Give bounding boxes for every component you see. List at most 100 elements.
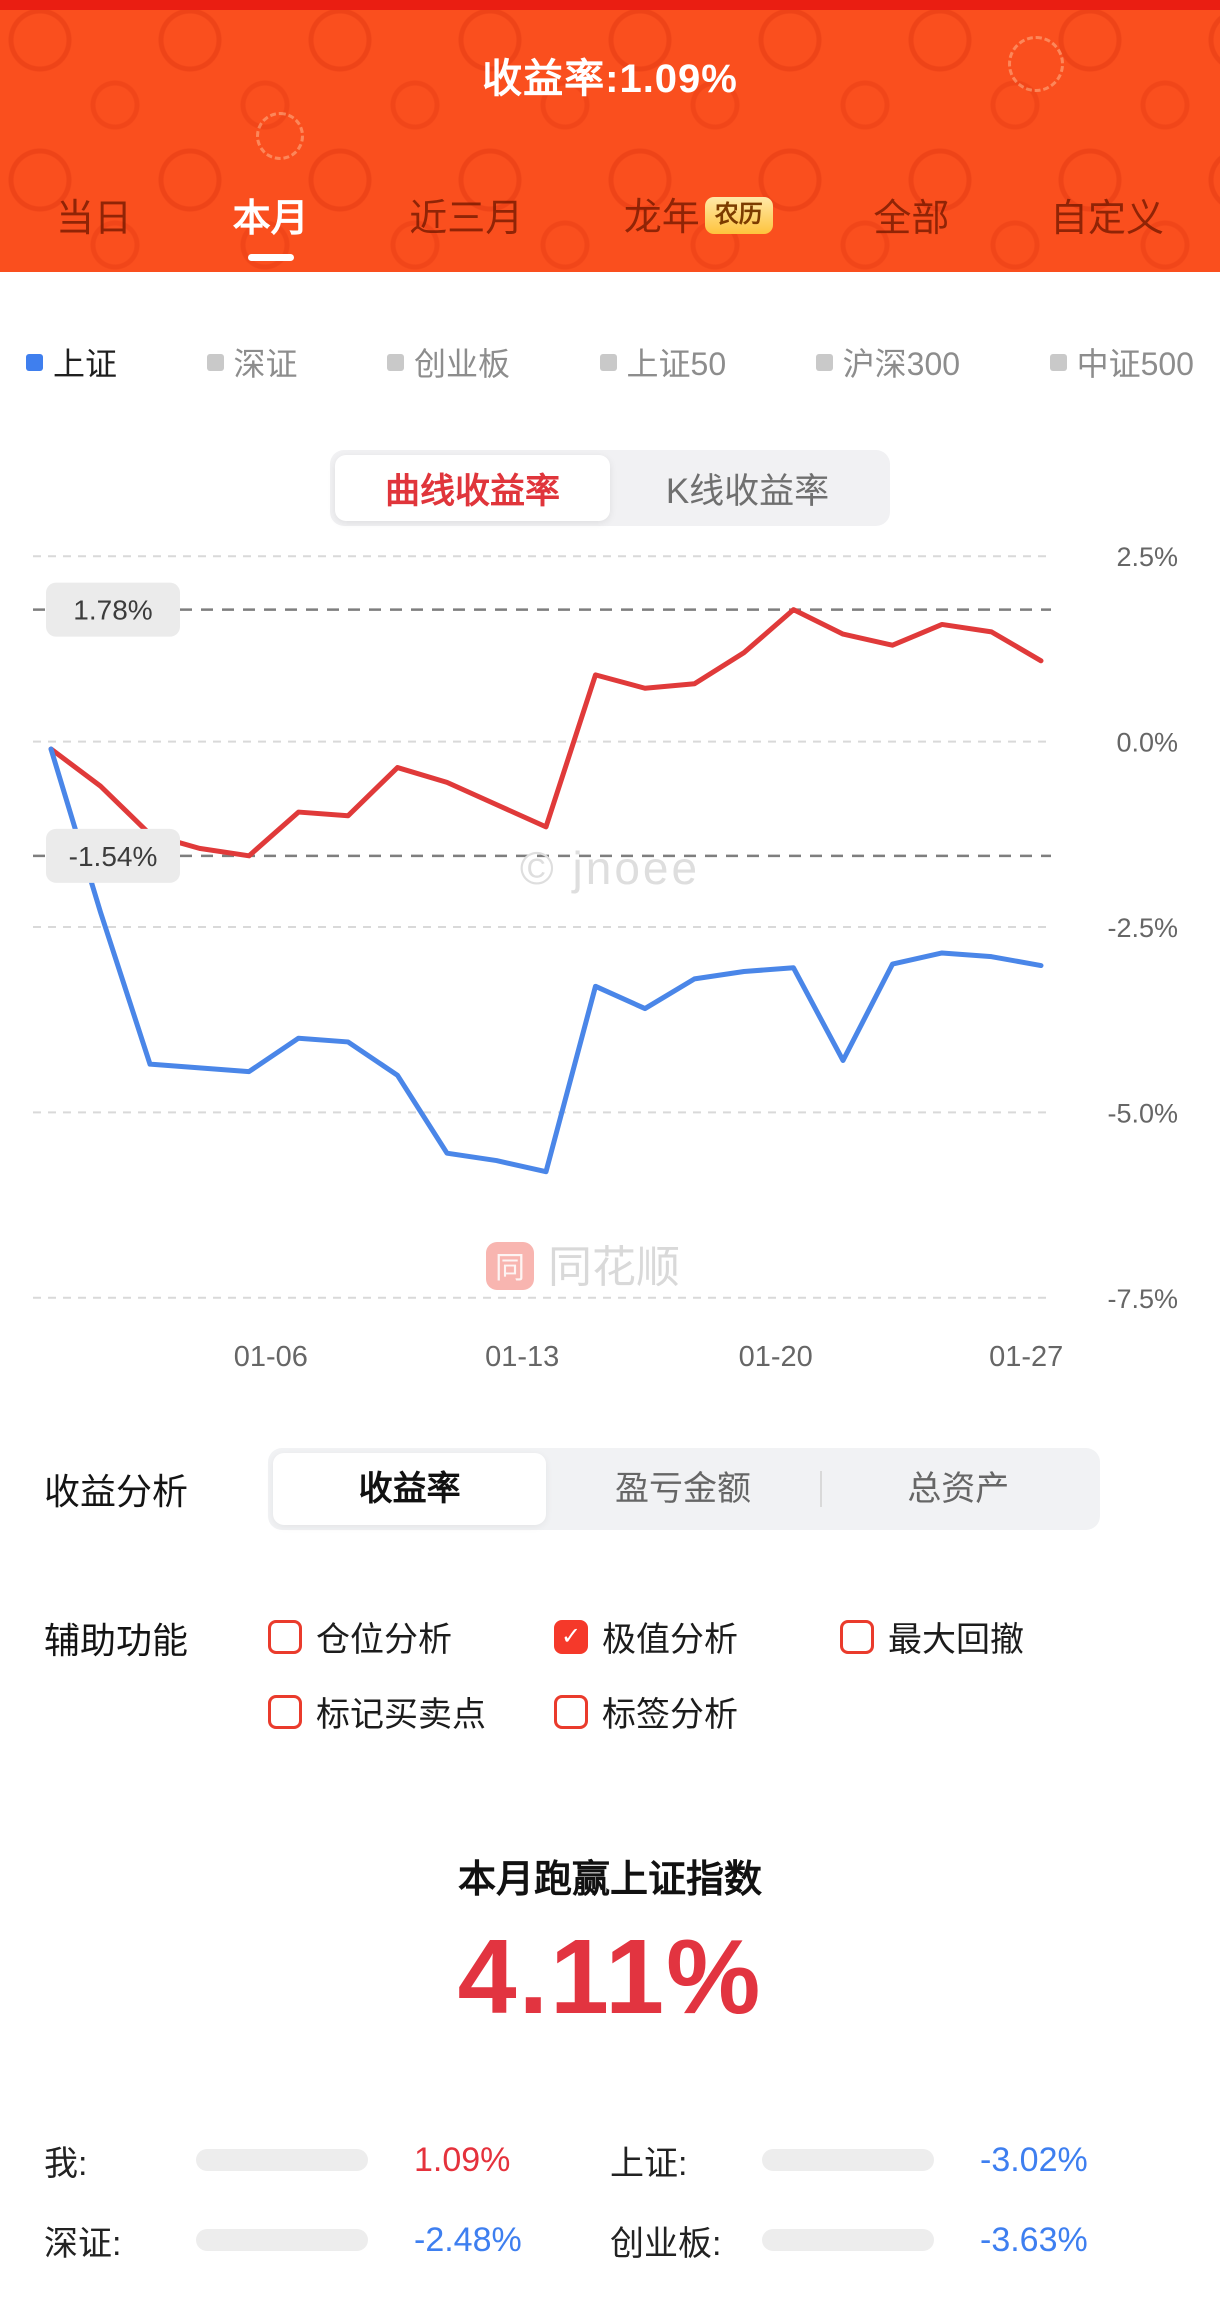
stat-value: 1.09% (414, 2140, 511, 2179)
tab-label: 本月 (232, 198, 309, 240)
option-label: 标记买卖点 (316, 1696, 486, 1734)
checkbox-icon[interactable] (268, 1619, 302, 1654)
legend-swatch-icon (206, 353, 224, 371)
option-extreme-value-analysis[interactable]: 极值分析 (554, 1612, 840, 1661)
legend-swatch-icon (26, 353, 43, 371)
returns-line-chart: 2.5% 0.0% -2.5% -5.0% -7.5% © jnoee 同 同花顺 1.78% -… (33, 542, 1178, 1373)
legend-label: 沪深300 (842, 346, 961, 382)
toggle-curve-return[interactable]: 曲线收益率 (335, 455, 610, 521)
legend-label: 中证500 (1076, 346, 1194, 382)
legend-swatch-icon (1049, 353, 1067, 371)
legend-swatch-icon (815, 353, 833, 371)
svg-text:01-06: 01-06 (234, 1341, 308, 1373)
stat-value: -2.48% (414, 2220, 522, 2259)
svg-text:01-13: 01-13 (485, 1341, 559, 1373)
stat-bar (762, 2229, 934, 2251)
svg-text:© jnoee: © jnoee (520, 842, 700, 894)
svg-text:-7.5%: -7.5% (1107, 1284, 1178, 1314)
tab-underline (888, 254, 934, 261)
comparison-stats: 我: 1.09% 上证: -3.02% 深证: -2.48% 创业板: -3.6… (0, 2134, 1220, 2266)
stat-bar (762, 2149, 934, 2171)
stat-chinext: 创业板: -3.63% (610, 2214, 1176, 2266)
analysis-tabs: 收益率 盈亏金额 总资产 (268, 1448, 1100, 1530)
analysis-row: 收益分析 收益率 盈亏金额 总资产 (0, 1448, 1220, 1530)
stat-value: -3.02% (980, 2140, 1088, 2179)
svg-text:同花顺: 同花顺 (548, 1243, 680, 1292)
legend-item-szse[interactable]: 深证 (206, 339, 298, 385)
aux-section-label: 辅助功能 (44, 1620, 189, 1661)
svg-text:1.78%: 1.78% (73, 595, 152, 626)
tab-last-3-months[interactable]: 近三月 (409, 187, 523, 261)
stat-value: -3.63% (980, 2220, 1088, 2259)
divider (819, 1471, 822, 1507)
stat-label: 创业板: (610, 2224, 722, 2263)
analysis-tab-profit-amount[interactable]: 盈亏金额 (614, 1470, 751, 1508)
svg-text:-2.5%: -2.5% (1107, 913, 1178, 943)
option-label: 标签分析 (602, 1696, 738, 1734)
stat-label: 我: (44, 2144, 88, 2183)
stat-szse: 深证: -2.48% (44, 2214, 610, 2266)
tab-custom[interactable]: 自定义 (1050, 187, 1164, 261)
stat-label: 上证: (610, 2144, 688, 2183)
stat-bar (196, 2229, 368, 2251)
toggle-kline-return[interactable]: K线收益率 (665, 471, 830, 511)
option-mark-trade-points[interactable]: 标记买卖点 (268, 1687, 554, 1736)
svg-text:-5.0%: -5.0% (1107, 1098, 1178, 1128)
index-legend: 上证 深证 创业板 上证50 沪深300 中证500 (0, 342, 1220, 382)
svg-text:同: 同 (495, 1252, 525, 1285)
option-tag-analysis[interactable]: 标签分析 (554, 1687, 840, 1736)
option-label: 极值分析 (602, 1621, 738, 1659)
stat-me: 我: 1.09% (44, 2134, 610, 2186)
option-max-drawdown[interactable]: 最大回撤 (840, 1612, 1126, 1661)
tab-underline (247, 254, 294, 261)
analysis-tab-total-assets[interactable]: 总资产 (907, 1470, 1010, 1508)
checkbox-icon[interactable] (840, 1619, 874, 1654)
legend-item-sse50[interactable]: 上证50 (599, 339, 727, 385)
period-tabs: 当日 本月 近三月 龙年 农历 全部 自定义 (0, 186, 1220, 261)
analysis-section-label: 收益分析 (44, 1471, 189, 1512)
legend-item-csi300[interactable]: 沪深300 (815, 339, 961, 385)
checkbox-icon[interactable] (554, 1694, 588, 1729)
tab-this-month[interactable]: 本月 (233, 187, 309, 261)
option-label: 仓位分析 (316, 1621, 452, 1659)
legend-label: 上证50 (626, 346, 727, 382)
stat-bar (196, 2149, 368, 2171)
checkbox-icon[interactable] (268, 1694, 302, 1729)
tab-label: 自定义 (1049, 198, 1164, 240)
option-position-analysis[interactable]: 仓位分析 (268, 1612, 554, 1661)
tab-label: 近三月 (409, 198, 524, 240)
checkbox-checked-icon[interactable] (554, 1619, 588, 1654)
header: 收益率:1.09% 当日 本月 近三月 龙年 农历 全部 (0, 0, 1220, 272)
option-label: 最大回撤 (888, 1621, 1024, 1659)
tab-dragon-year[interactable]: 龙年 农历 (624, 186, 773, 261)
legend-swatch-icon (599, 353, 617, 371)
page-title: 收益率:1.09% (482, 57, 738, 101)
legend-item-sse[interactable]: 上证 (26, 339, 117, 385)
legend-label: 上证 (53, 346, 118, 382)
legend-label: 创业板 (414, 346, 511, 382)
tab-label: 龙年 (623, 197, 700, 239)
tab-label: 全部 (873, 198, 950, 240)
lunar-badge: 农历 (704, 197, 773, 234)
aux-options: 仓位分析 极值分析 最大回撤 标记买卖点 标签分析 (268, 1612, 1126, 1736)
svg-text:01-20: 01-20 (739, 1341, 813, 1373)
svg-text:0.0%: 0.0% (1116, 728, 1178, 758)
chart-type-toggle: 曲线收益率 K线收益率 (330, 450, 890, 526)
firework-ornament-icon (1008, 36, 1064, 92)
outperform-title: 本月跑赢上证指数 (457, 1859, 762, 1901)
tab-today[interactable]: 当日 (56, 187, 132, 261)
tab-label: 当日 (56, 198, 133, 240)
aux-functions: 辅助功能 仓位分析 极值分析 最大回撤 标记买卖点 (0, 1612, 1220, 1736)
stat-label: 深证: (44, 2224, 122, 2263)
analysis-tab-return-rate[interactable]: 收益率 (273, 1453, 547, 1525)
legend-swatch-icon (387, 353, 405, 371)
legend-label: 深证 (233, 346, 298, 382)
tab-all[interactable]: 全部 (873, 187, 949, 261)
legend-item-csi500[interactable]: 中证500 (1049, 339, 1194, 385)
svg-text:-1.54%: -1.54% (69, 841, 158, 872)
svg-text:2.5%: 2.5% (1116, 542, 1178, 572)
stat-sse: 上证: -3.02% (610, 2134, 1176, 2186)
firework-ornament-icon (256, 112, 304, 160)
legend-item-chinext[interactable]: 创业板 (387, 339, 510, 385)
